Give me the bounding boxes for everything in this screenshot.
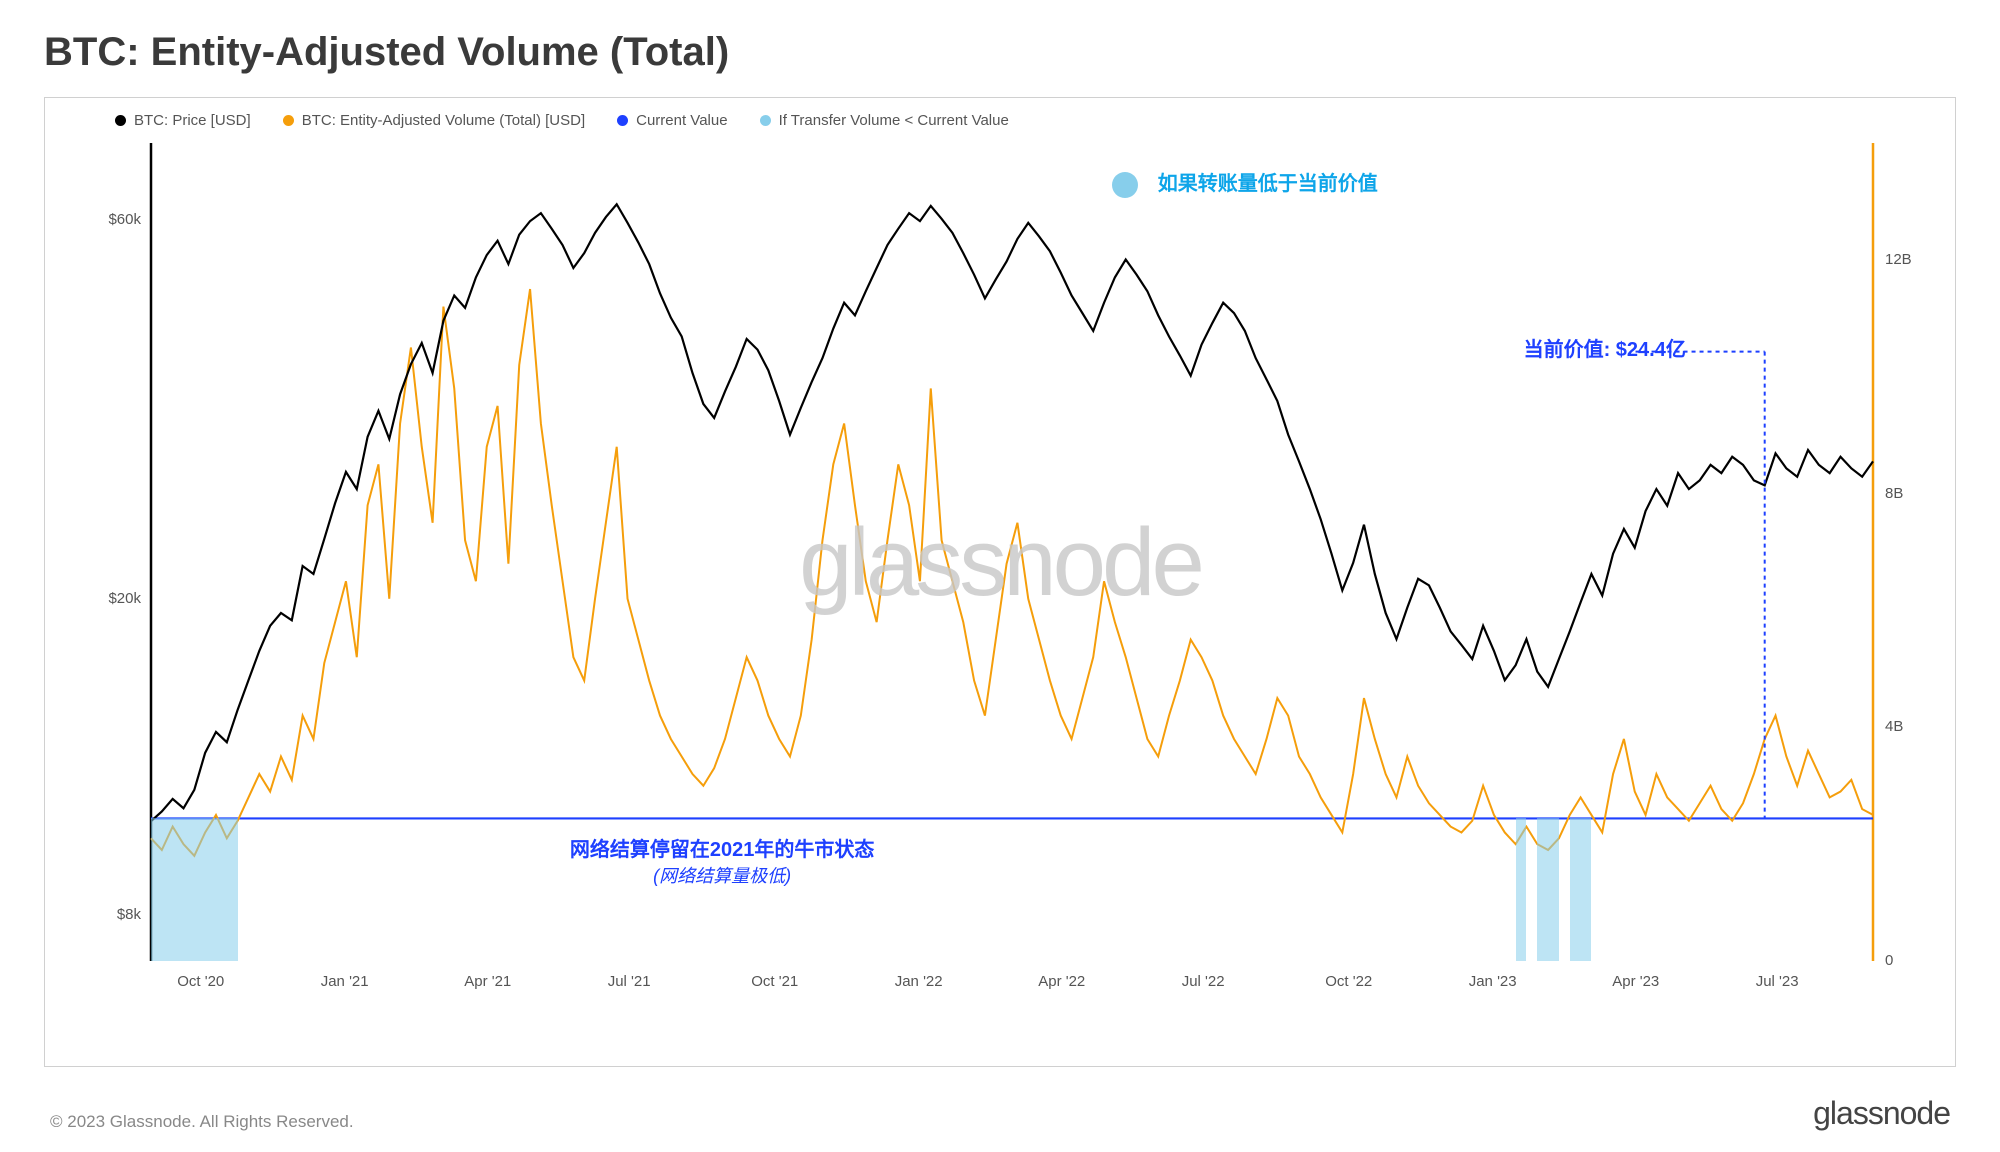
chart-svg [65, 137, 1935, 1007]
annotation-net-settle: 网络结算停留在2021年的牛市状态 (网络结算量极低) [570, 833, 875, 888]
highlight-bar [1570, 818, 1581, 961]
annotation-current-value: 当前价值: $24.4亿 [1524, 333, 1686, 362]
x-tick: Oct '20 [177, 973, 224, 990]
legend-dot-price [115, 115, 126, 126]
y-right-tick: 4B [1885, 718, 1903, 735]
legend-ifbelow: If Transfer Volume < Current Value [760, 112, 1009, 129]
x-tick: Jan '23 [1469, 973, 1517, 990]
highlight-bar [194, 818, 205, 961]
highlight-bar [162, 818, 173, 961]
highlight-bar [173, 818, 184, 961]
legend-price: BTC: Price [USD] [115, 112, 251, 129]
brand-logo: glassnode [1813, 1095, 1950, 1132]
legend-dot-current [617, 115, 628, 126]
y-left-tick: $20k [108, 590, 141, 607]
y-right-tick: 0 [1885, 952, 1893, 969]
annotation-net-settle-text: 网络结算停留在2021年的牛市状态 [570, 833, 875, 862]
highlight-bar [1516, 818, 1527, 961]
y-left-tick: $60k [108, 211, 141, 228]
highlight-bar [205, 818, 216, 961]
x-tick: Jul '22 [1182, 973, 1225, 990]
x-tick: Jul '23 [1756, 973, 1799, 990]
legend-label-current: Current Value [636, 112, 727, 129]
highlight-bar [216, 818, 238, 961]
highlight-bar [151, 818, 162, 961]
x-tick: Apr '22 [1038, 973, 1085, 990]
footer: © 2023 Glassnode. All Rights Reserved. g… [44, 1095, 1956, 1132]
highlight-bar [1548, 818, 1559, 961]
x-tick: Apr '23 [1612, 973, 1659, 990]
y-right-tick: 8B [1885, 485, 1903, 502]
legend-label-volume: BTC: Entity-Adjusted Volume (Total) [USD… [302, 112, 585, 129]
chart-plot-area: glassnode $8k$20k$60k 04B8B12B Oct '20Ja… [65, 137, 1935, 1007]
legend-volume: BTC: Entity-Adjusted Volume (Total) [USD… [283, 112, 585, 129]
highlight-bar [1581, 818, 1592, 961]
annotation-ifbelow: 如果转账量低于当前价值 [1112, 167, 1378, 198]
legend: BTC: Price [USD] BTC: Entity-Adjusted Vo… [65, 112, 1935, 129]
x-tick: Oct '22 [1325, 973, 1372, 990]
legend-label-ifbelow: If Transfer Volume < Current Value [779, 112, 1009, 129]
chart-container: BTC: Price [USD] BTC: Entity-Adjusted Vo… [44, 97, 1956, 1067]
highlight-bar [183, 818, 194, 961]
annotation-ifbelow-text: 如果转账量低于当前价值 [1158, 173, 1378, 195]
circle-icon [1112, 172, 1138, 198]
legend-current: Current Value [617, 112, 727, 129]
highlight-bar [1537, 818, 1548, 961]
y-left-tick: $8k [117, 906, 141, 923]
x-tick: Oct '21 [751, 973, 798, 990]
x-tick: Apr '21 [464, 973, 511, 990]
x-tick: Jan '22 [895, 973, 943, 990]
x-tick: Jan '21 [321, 973, 369, 990]
x-tick: Jul '21 [608, 973, 651, 990]
y-right-tick: 12B [1885, 251, 1912, 268]
legend-dot-ifbelow [760, 115, 771, 126]
copyright: © 2023 Glassnode. All Rights Reserved. [50, 1112, 354, 1132]
chart-title: BTC: Entity-Adjusted Volume (Total) [44, 30, 1956, 75]
legend-label-price: BTC: Price [USD] [134, 112, 251, 129]
annotation-net-settle-sub: (网络结算量极低) [570, 862, 875, 888]
legend-dot-volume [283, 115, 294, 126]
